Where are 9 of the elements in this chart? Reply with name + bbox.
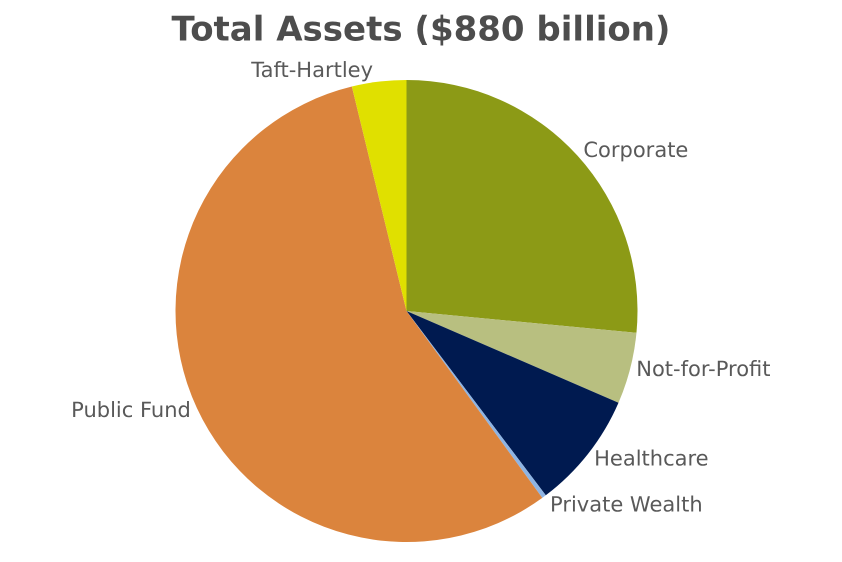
slice-label: Private Wealth [550,492,703,516]
slice-label: Healthcare [594,446,709,470]
slice-label: Taft-Hartley [250,58,373,82]
slice-label: Corporate [583,138,688,162]
slice-label: Not-for-Profit [636,357,771,382]
pie-slice [406,311,636,403]
slice-label: Public Fund [71,398,191,422]
chart-title: Total Assets ($880 billion) [172,10,670,50]
pie-slice [352,80,406,311]
